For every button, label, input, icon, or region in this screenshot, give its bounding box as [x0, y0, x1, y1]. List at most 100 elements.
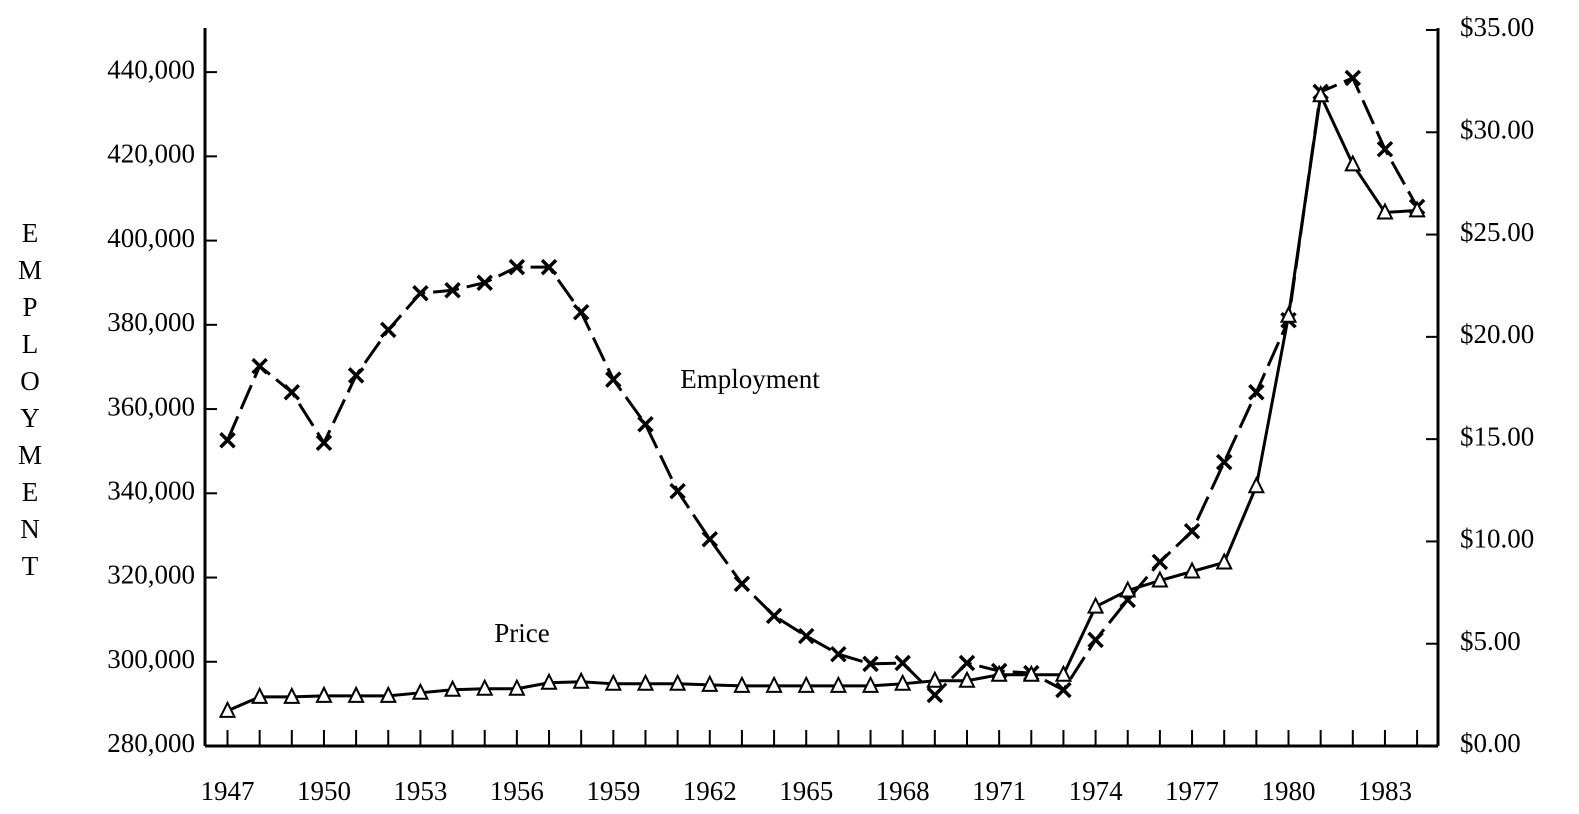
marker [958, 654, 976, 672]
marker [1408, 200, 1426, 218]
marker [444, 282, 461, 299]
marker [1279, 305, 1298, 323]
marker [1119, 580, 1137, 598]
marker [1248, 383, 1265, 401]
x-tick-label: 1962 [683, 776, 737, 806]
annotation: Employment [680, 364, 820, 394]
marker [540, 672, 558, 690]
marker [1344, 154, 1362, 172]
y2-tick-label: $35.00 [1460, 12, 1534, 42]
marker [218, 700, 237, 718]
marker [669, 673, 687, 691]
marker [604, 673, 622, 691]
marker [412, 284, 429, 302]
x-tick-label: 1977 [1165, 776, 1219, 806]
y-tick-label: 400,000 [107, 223, 195, 253]
marker [765, 675, 783, 693]
marker [1247, 475, 1265, 494]
series-line [226, 76, 1419, 698]
marker [572, 303, 590, 321]
marker [251, 357, 268, 375]
marker [894, 654, 911, 672]
y2-tick-label: $0.00 [1460, 728, 1521, 758]
marker [443, 679, 462, 697]
marker [894, 673, 912, 691]
marker [1376, 202, 1394, 220]
marker [1344, 69, 1362, 87]
marker [476, 678, 494, 696]
marker [283, 383, 301, 401]
marker [572, 671, 590, 689]
marker [379, 685, 397, 703]
marker [1312, 85, 1330, 103]
x-tick-label: 1983 [1358, 776, 1412, 806]
marker [1022, 664, 1040, 682]
marker [958, 670, 976, 688]
x-tick-label: 1971 [972, 776, 1026, 806]
marker [411, 682, 430, 700]
marker [1151, 570, 1169, 588]
marker [476, 274, 493, 291]
y2-tick-label: $20.00 [1460, 319, 1534, 349]
marker [701, 530, 719, 548]
x-tick-label: 1953 [393, 776, 447, 806]
marker [347, 685, 365, 703]
marker [1215, 453, 1233, 471]
marker [1151, 553, 1169, 571]
marker [733, 575, 751, 593]
x-tick-label: 1980 [1261, 776, 1315, 806]
marker [380, 321, 397, 339]
marker [1183, 522, 1201, 540]
marker [637, 415, 654, 433]
x-tick-label: 1965 [779, 776, 833, 806]
marker [797, 627, 815, 645]
marker [1376, 140, 1394, 158]
y-tick-label: 320,000 [107, 560, 195, 590]
marker [1086, 596, 1105, 614]
marker [862, 655, 879, 673]
y-tick-label: 360,000 [107, 391, 195, 421]
y-tick-label: 280,000 [107, 728, 195, 758]
marker [315, 685, 333, 703]
y-tick-label: 420,000 [107, 139, 195, 169]
y2-tick-label: $30.00 [1460, 114, 1534, 144]
marker [508, 678, 526, 696]
marker [1215, 552, 1233, 570]
marker [540, 258, 558, 276]
y2-tick-label: $5.00 [1460, 626, 1521, 656]
marker [765, 607, 783, 625]
series-line [226, 90, 1418, 713]
marker [315, 434, 333, 451]
y2-tick-label: $15.00 [1460, 421, 1534, 451]
y2-tick-label: $25.00 [1460, 217, 1534, 247]
marker [926, 686, 944, 704]
marker [347, 367, 365, 384]
x-tick-label: 1947 [201, 776, 255, 806]
annotation: Price [494, 618, 549, 648]
y-tick-label: 300,000 [107, 644, 195, 674]
marker [508, 258, 526, 276]
x-tick-label: 1974 [1069, 776, 1124, 806]
marker [830, 645, 847, 663]
x-tick-label: 1950 [297, 776, 351, 806]
y-axis-label: EMPLOYMENT [15, 218, 45, 588]
marker [861, 675, 880, 693]
marker [1183, 561, 1201, 579]
marker [219, 431, 236, 449]
marker [733, 675, 751, 693]
marker [1055, 681, 1072, 699]
x-tick-label: 1956 [490, 776, 544, 806]
marker [1054, 664, 1073, 682]
marker [990, 664, 1008, 682]
y2-tick-label: $10.00 [1460, 524, 1534, 554]
marker [829, 675, 847, 693]
marker [669, 482, 686, 500]
y-tick-label: 340,000 [107, 475, 195, 505]
x-tick-label: 1968 [876, 776, 930, 806]
marker [797, 675, 815, 693]
marker [701, 674, 719, 692]
x-tick-label: 1959 [586, 776, 640, 806]
y-tick-label: 440,000 [107, 54, 195, 84]
marker [605, 371, 622, 388]
